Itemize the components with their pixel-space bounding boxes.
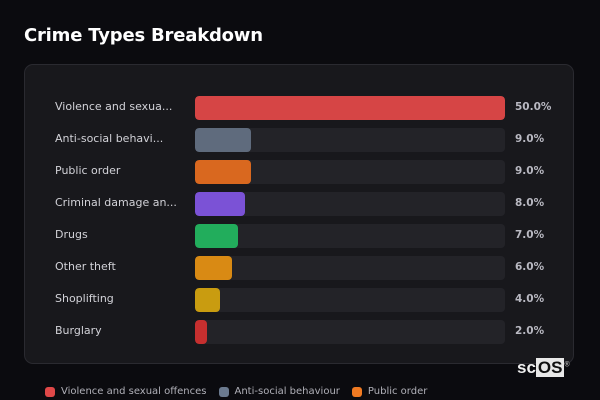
bar-row: Anti-social behavi... 9.0% [25, 128, 573, 152]
bar-row: Drugs 7.0% [25, 224, 573, 248]
bar-label: Public order [55, 164, 121, 177]
legend-item[interactable]: Anti-social behaviour [218, 386, 340, 397]
bar-row: Other theft 6.0% [25, 256, 573, 280]
bar-value: 9.0% [515, 133, 545, 145]
bar-row: Burglary 2.0% [25, 320, 573, 344]
registered-mark: ® [564, 361, 570, 369]
bar-label: Violence and sexua... [55, 100, 173, 113]
bar-track [195, 256, 505, 280]
bar-fill [195, 128, 251, 152]
bar-fill [195, 288, 220, 312]
bar-row: Shoplifting 4.0% [25, 288, 573, 312]
watermark-logo: sc OS ® [517, 358, 570, 378]
bar-label: Anti-social behavi... [55, 132, 164, 145]
bar-label: Criminal damage an... [55, 196, 177, 209]
bar-label: Burglary [55, 324, 102, 337]
bar-value: 9.0% [515, 165, 545, 177]
chart-legend: Violence and sexual offences Anti-social … [45, 386, 427, 397]
legend-item[interactable]: Violence and sexual offences [45, 386, 207, 397]
legend-item[interactable]: Public order [351, 386, 428, 397]
bar-fill [195, 160, 251, 184]
bar-value: 6.0% [515, 261, 545, 273]
bar-track [195, 160, 505, 184]
legend-swatch-icon [351, 386, 362, 397]
bar-track [195, 96, 505, 120]
bar-label: Drugs [55, 228, 88, 241]
bar-row: Criminal damage an... 8.0% [25, 192, 573, 216]
bar-value: 8.0% [515, 197, 545, 209]
bar-fill [195, 256, 233, 280]
bar-label: Shoplifting [55, 292, 114, 305]
bar-fill [195, 96, 505, 120]
bar-track [195, 288, 505, 312]
bar-row: Public order 9.0% [25, 160, 573, 184]
bar-value: 2.0% [515, 325, 545, 337]
legend-swatch-icon [45, 386, 55, 397]
bar-value: 4.0% [515, 293, 545, 305]
legend-swatch-icon [218, 386, 229, 397]
legend-label: Public order [367, 386, 428, 397]
bar-track [195, 192, 505, 216]
bar-track [195, 128, 505, 152]
bar-track [195, 224, 505, 248]
bar-row: Violence and sexua... 50.0% [25, 96, 573, 120]
bar-value: 50.0% [515, 101, 552, 113]
bar-fill [195, 320, 208, 344]
legend-label: Violence and sexual offences [61, 386, 207, 397]
page-title: Crime Types Breakdown [24, 25, 263, 46]
chart-card: Violence and sexua... 50.0% Anti-social be… [24, 64, 574, 364]
watermark-prefix: sc [517, 358, 536, 377]
watermark-boxed: OS [535, 358, 565, 377]
bar-fill [195, 192, 245, 216]
legend-label: Anti-social behaviour [234, 386, 340, 397]
bar-fill [195, 224, 239, 248]
bar-value: 7.0% [515, 229, 545, 241]
bar-track [195, 320, 505, 344]
bar-label: Other theft [55, 260, 116, 273]
